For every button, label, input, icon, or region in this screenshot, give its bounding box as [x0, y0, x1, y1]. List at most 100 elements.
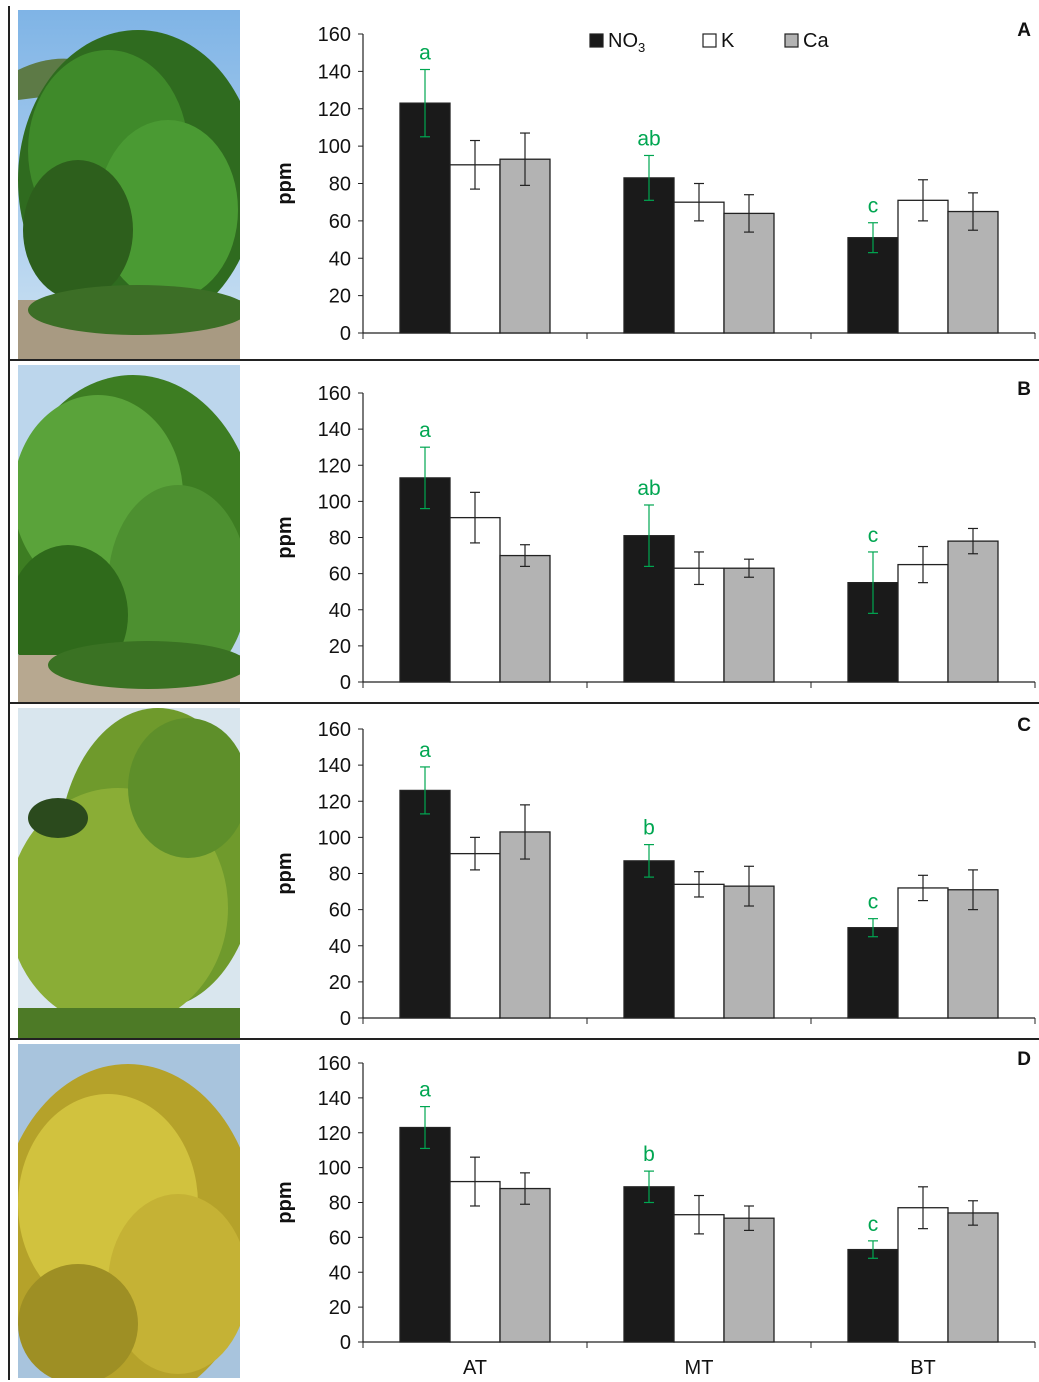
y-tick-label: 120: [318, 455, 351, 477]
bar-no3-mt: [623, 1186, 675, 1343]
y-axis-label: ppm: [274, 516, 296, 558]
significance-letter: b: [643, 817, 655, 840]
y-tick-label: 100: [318, 491, 351, 513]
significance-letter: ab: [637, 127, 660, 150]
y-tick-label: 40: [329, 936, 351, 958]
y-tick-label: 80: [329, 864, 351, 886]
y-tick-label: 120: [318, 1123, 351, 1145]
y-tick-label: 40: [329, 600, 351, 622]
significance-letter: a: [419, 42, 431, 65]
y-tick-label: 120: [318, 99, 351, 121]
bar-k-at: [449, 852, 501, 1019]
bar-k-at: [449, 164, 501, 334]
y-tick-label: 40: [329, 248, 351, 270]
legend-swatch: [589, 33, 604, 48]
bar-k-bt: [897, 887, 949, 1019]
significance-letter: b: [643, 1143, 655, 1166]
y-axis-label: ppm: [274, 1181, 296, 1223]
panel-label: B: [1017, 379, 1031, 400]
legend-swatch: [702, 33, 717, 48]
x-tick-label-bt: BT: [910, 1357, 936, 1379]
bar-k-mt: [673, 883, 725, 1019]
x-tick-label-mt: MT: [685, 1357, 714, 1379]
bar-k-at: [449, 516, 501, 683]
bar-ca-mt: [723, 1217, 775, 1343]
bar-no3-mt: [623, 860, 675, 1019]
bar-ca-mt: [723, 212, 775, 334]
significance-letter: a: [419, 419, 431, 442]
y-tick-label: 160: [318, 24, 351, 46]
y-tick-label: 0: [340, 1332, 351, 1354]
panel-label: D: [1017, 1049, 1031, 1070]
y-tick-label: 20: [329, 972, 351, 994]
bar-no3-at: [399, 789, 451, 1019]
y-tick-label: 160: [318, 383, 351, 405]
y-tick-label: 160: [318, 719, 351, 741]
y-tick-label: 100: [318, 1158, 351, 1180]
y-tick-label: 40: [329, 1262, 351, 1284]
bar-chart-c: 0 20 40 60 80 100 120 140 160 ppm Ca b c: [274, 715, 1036, 1030]
bar-ca-at: [499, 554, 551, 683]
bar-ca-at: [499, 1187, 551, 1343]
bar-k-bt: [897, 199, 949, 334]
bar-chart-b: 0 20 40 60 80 100 120 140 160 ppm Ba ab c: [274, 379, 1036, 694]
y-tick-label: 0: [340, 323, 351, 345]
significance-letter: ab: [637, 477, 660, 500]
bar-no3-at: [399, 102, 451, 334]
y-tick-label: 20: [329, 636, 351, 658]
y-tick-label: 60: [329, 900, 351, 922]
bar-no3-at: [399, 477, 451, 683]
tree-photo-d: [18, 1044, 240, 1378]
y-tick-label: 160: [318, 1053, 351, 1075]
y-tick-label: 100: [318, 827, 351, 849]
y-tick-label: 80: [329, 1193, 351, 1215]
legend: NO3 K Ca: [589, 30, 829, 55]
bar-ca-mt: [723, 885, 775, 1019]
panel-label: A: [1017, 20, 1031, 41]
significance-letter: a: [419, 1079, 431, 1102]
y-tick-label: 80: [329, 174, 351, 196]
y-tick-label: 0: [340, 1008, 351, 1030]
bar-k-mt: [673, 1214, 725, 1343]
bar-ca-mt: [723, 567, 775, 683]
significance-letter: c: [868, 524, 879, 547]
bar-ca-at: [499, 831, 551, 1019]
tree-photo-c: [18, 708, 240, 1038]
x-tick-label-at: AT: [463, 1357, 487, 1379]
y-tick-label: 20: [329, 286, 351, 308]
legend-label: Ca: [803, 30, 829, 52]
legend-label: NO3: [608, 30, 645, 55]
bar-ca-bt: [947, 889, 999, 1019]
bar-k-mt: [673, 567, 725, 683]
significance-letter: c: [868, 891, 879, 914]
significance-letter: c: [868, 195, 879, 218]
bar-no3-bt: [847, 237, 899, 334]
bar-chart-a: 0 20 40 60 80 100 120 140 160 ppm Aa ab c NO3 K Ca: [274, 20, 1036, 345]
bar-chart-d: 0 20 40 60 80 100 120 140 160 ppm Da AT b MT c BT: [274, 1049, 1036, 1379]
bar-k-bt: [897, 563, 949, 683]
y-tick-label: 80: [329, 528, 351, 550]
y-axis-label: ppm: [274, 852, 296, 894]
y-tick-label: 140: [318, 1088, 351, 1110]
y-tick-label: 140: [318, 419, 351, 441]
y-axis-label: ppm: [274, 162, 296, 204]
bar-ca-bt: [947, 1212, 999, 1343]
bar-ca-bt: [947, 540, 999, 683]
legend-label: K: [721, 30, 735, 52]
y-tick-label: 140: [318, 755, 351, 777]
bar-ca-bt: [947, 210, 999, 334]
y-tick-label: 120: [318, 791, 351, 813]
bar-no3-bt: [847, 927, 899, 1019]
significance-letter: c: [868, 1213, 879, 1236]
y-tick-label: 60: [329, 1227, 351, 1249]
panel-label: C: [1017, 715, 1031, 736]
bar-k-bt: [897, 1207, 949, 1343]
bar-no3-bt: [847, 1248, 899, 1343]
tree-photo-b: [18, 365, 240, 702]
y-tick-label: 20: [329, 1297, 351, 1319]
bar-no3-at: [399, 1126, 451, 1343]
